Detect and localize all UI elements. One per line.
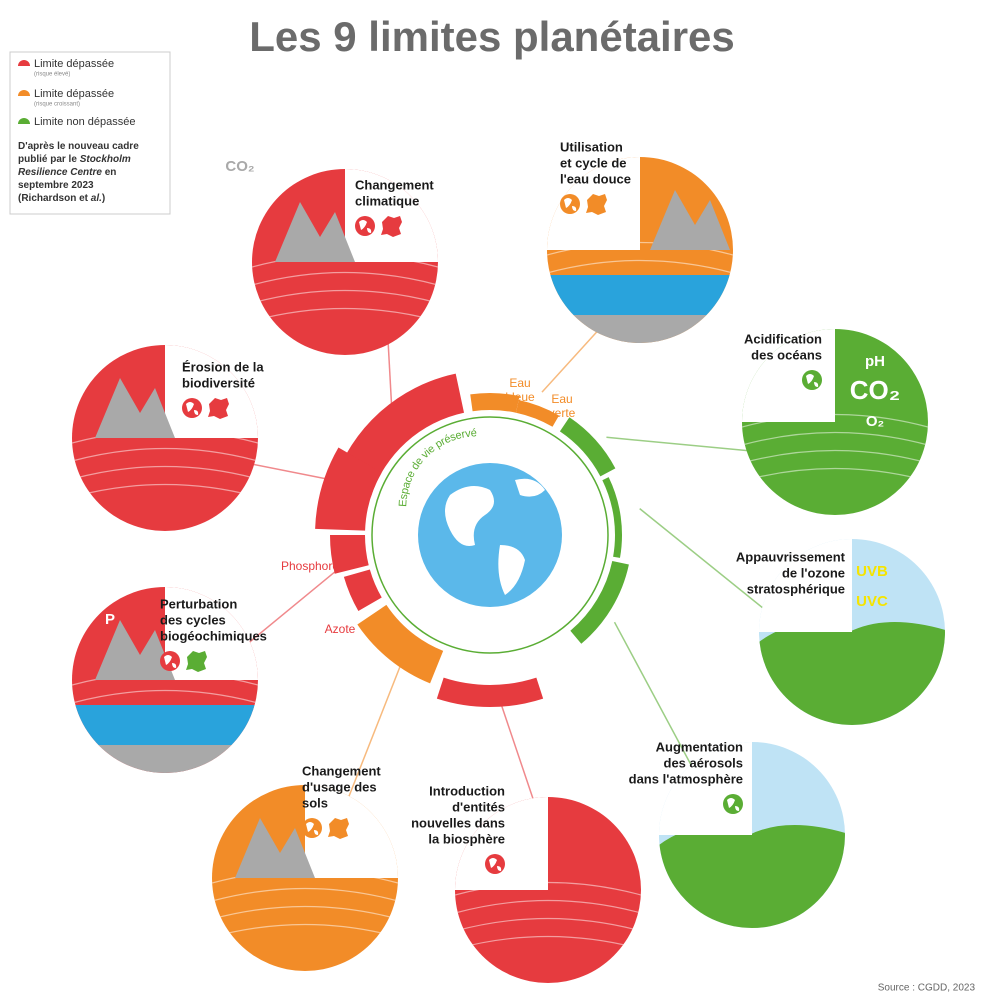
illustration-text: P [105, 611, 115, 628]
boundary-label: biogéochimiques [160, 628, 267, 643]
seabed [547, 315, 733, 355]
boundary-label: des cycles [160, 612, 226, 627]
boundary-label: dans l'atmosphère [629, 771, 743, 786]
boundary-label: biodiversité [182, 375, 255, 390]
boundary-label: Acidification [744, 331, 822, 346]
ring-segment [437, 678, 543, 707]
boundary-label: nouvelles dans [411, 815, 505, 830]
infographic: Les 9 limites planétaires Limite dépassé… [0, 0, 985, 1001]
land [659, 825, 852, 928]
boundary-label: et cycle de [560, 155, 627, 170]
illustration-text: O₂ [866, 413, 884, 430]
seabed [72, 745, 258, 785]
boundary-label: l'eau douce [560, 171, 631, 186]
legend-source-note: D'après le nouveau cadre [18, 141, 139, 152]
connector [542, 331, 597, 392]
boundary-label: la biosphère [428, 831, 505, 846]
boundary-label: d'entités [452, 799, 505, 814]
ring: Espace de vie préservé Eau bleue Eau ver… [281, 374, 629, 707]
boundary-label: Changement [355, 177, 434, 192]
title: Les 9 limites planétaires [249, 13, 735, 60]
boundary-label: stratosphérique [747, 581, 845, 596]
boundary-label: Utilisation [560, 139, 623, 154]
ring-label: Phosphore [281, 559, 339, 573]
illustration-text: CO₂ [850, 375, 901, 405]
boundary-label: Introduction [429, 783, 505, 798]
boundary-label: de l'ozone [782, 565, 845, 580]
page: { "title": "Les 9 limites planétaires", … [0, 0, 985, 1001]
ring-label: Eau [551, 392, 572, 406]
ring-segment [470, 393, 519, 413]
ring-segment [330, 535, 369, 574]
globe [418, 463, 562, 607]
water [547, 275, 733, 315]
illustration-text: UVB [856, 563, 888, 580]
ring-label: Azote [325, 622, 356, 636]
water [72, 705, 258, 745]
legend-note: (risque élevé) [34, 72, 70, 78]
ring-segment [602, 477, 622, 558]
boundary-label: Érosion de la [182, 359, 264, 374]
boundary-label: sols [302, 795, 328, 810]
legend-source-note: (Richardson et al.) [18, 193, 105, 204]
boundary-label: Changement [302, 763, 381, 778]
legend-source-note: septembre 2023 [18, 180, 94, 191]
illustration-text: pH [865, 353, 885, 370]
boundary-label: d'usage des [302, 779, 377, 794]
boundary-label: Perturbation [160, 596, 237, 611]
legend-source-note: Resilience Centre en [18, 167, 116, 178]
boundary-label: des aérosols [664, 755, 744, 770]
land [759, 622, 952, 725]
boundary: Changementd'usage dessols [212, 763, 400, 971]
legend-label: Limite non dépassée [34, 116, 136, 128]
source: Source : CGDD, 2023 [878, 983, 976, 994]
illustration-text: CO₂ [225, 158, 254, 175]
ring-label: Eau [509, 376, 530, 390]
boundary-label: Augmentation [656, 739, 743, 754]
legend-note: (risque croissant) [34, 102, 80, 108]
boundary-label: des océans [751, 347, 822, 362]
legend-label: Limite dépassée [34, 58, 114, 70]
ring-segment [357, 605, 443, 683]
boundary-label: Appauvrissement [736, 549, 846, 564]
boundary: Introductiond'entitésnouvelles dansla bi… [411, 783, 641, 983]
legend: Limite dépassée (risque élevé) Limite dé… [10, 52, 170, 214]
label-space [165, 343, 260, 438]
connector [606, 437, 747, 450]
illustration-text: UVC [856, 593, 888, 610]
ring-segment [344, 569, 382, 611]
boundary-label: climatique [355, 193, 419, 208]
legend-source-note: publié par le Stockholm [18, 154, 131, 165]
legend-label: Limite dépassée [34, 88, 114, 100]
